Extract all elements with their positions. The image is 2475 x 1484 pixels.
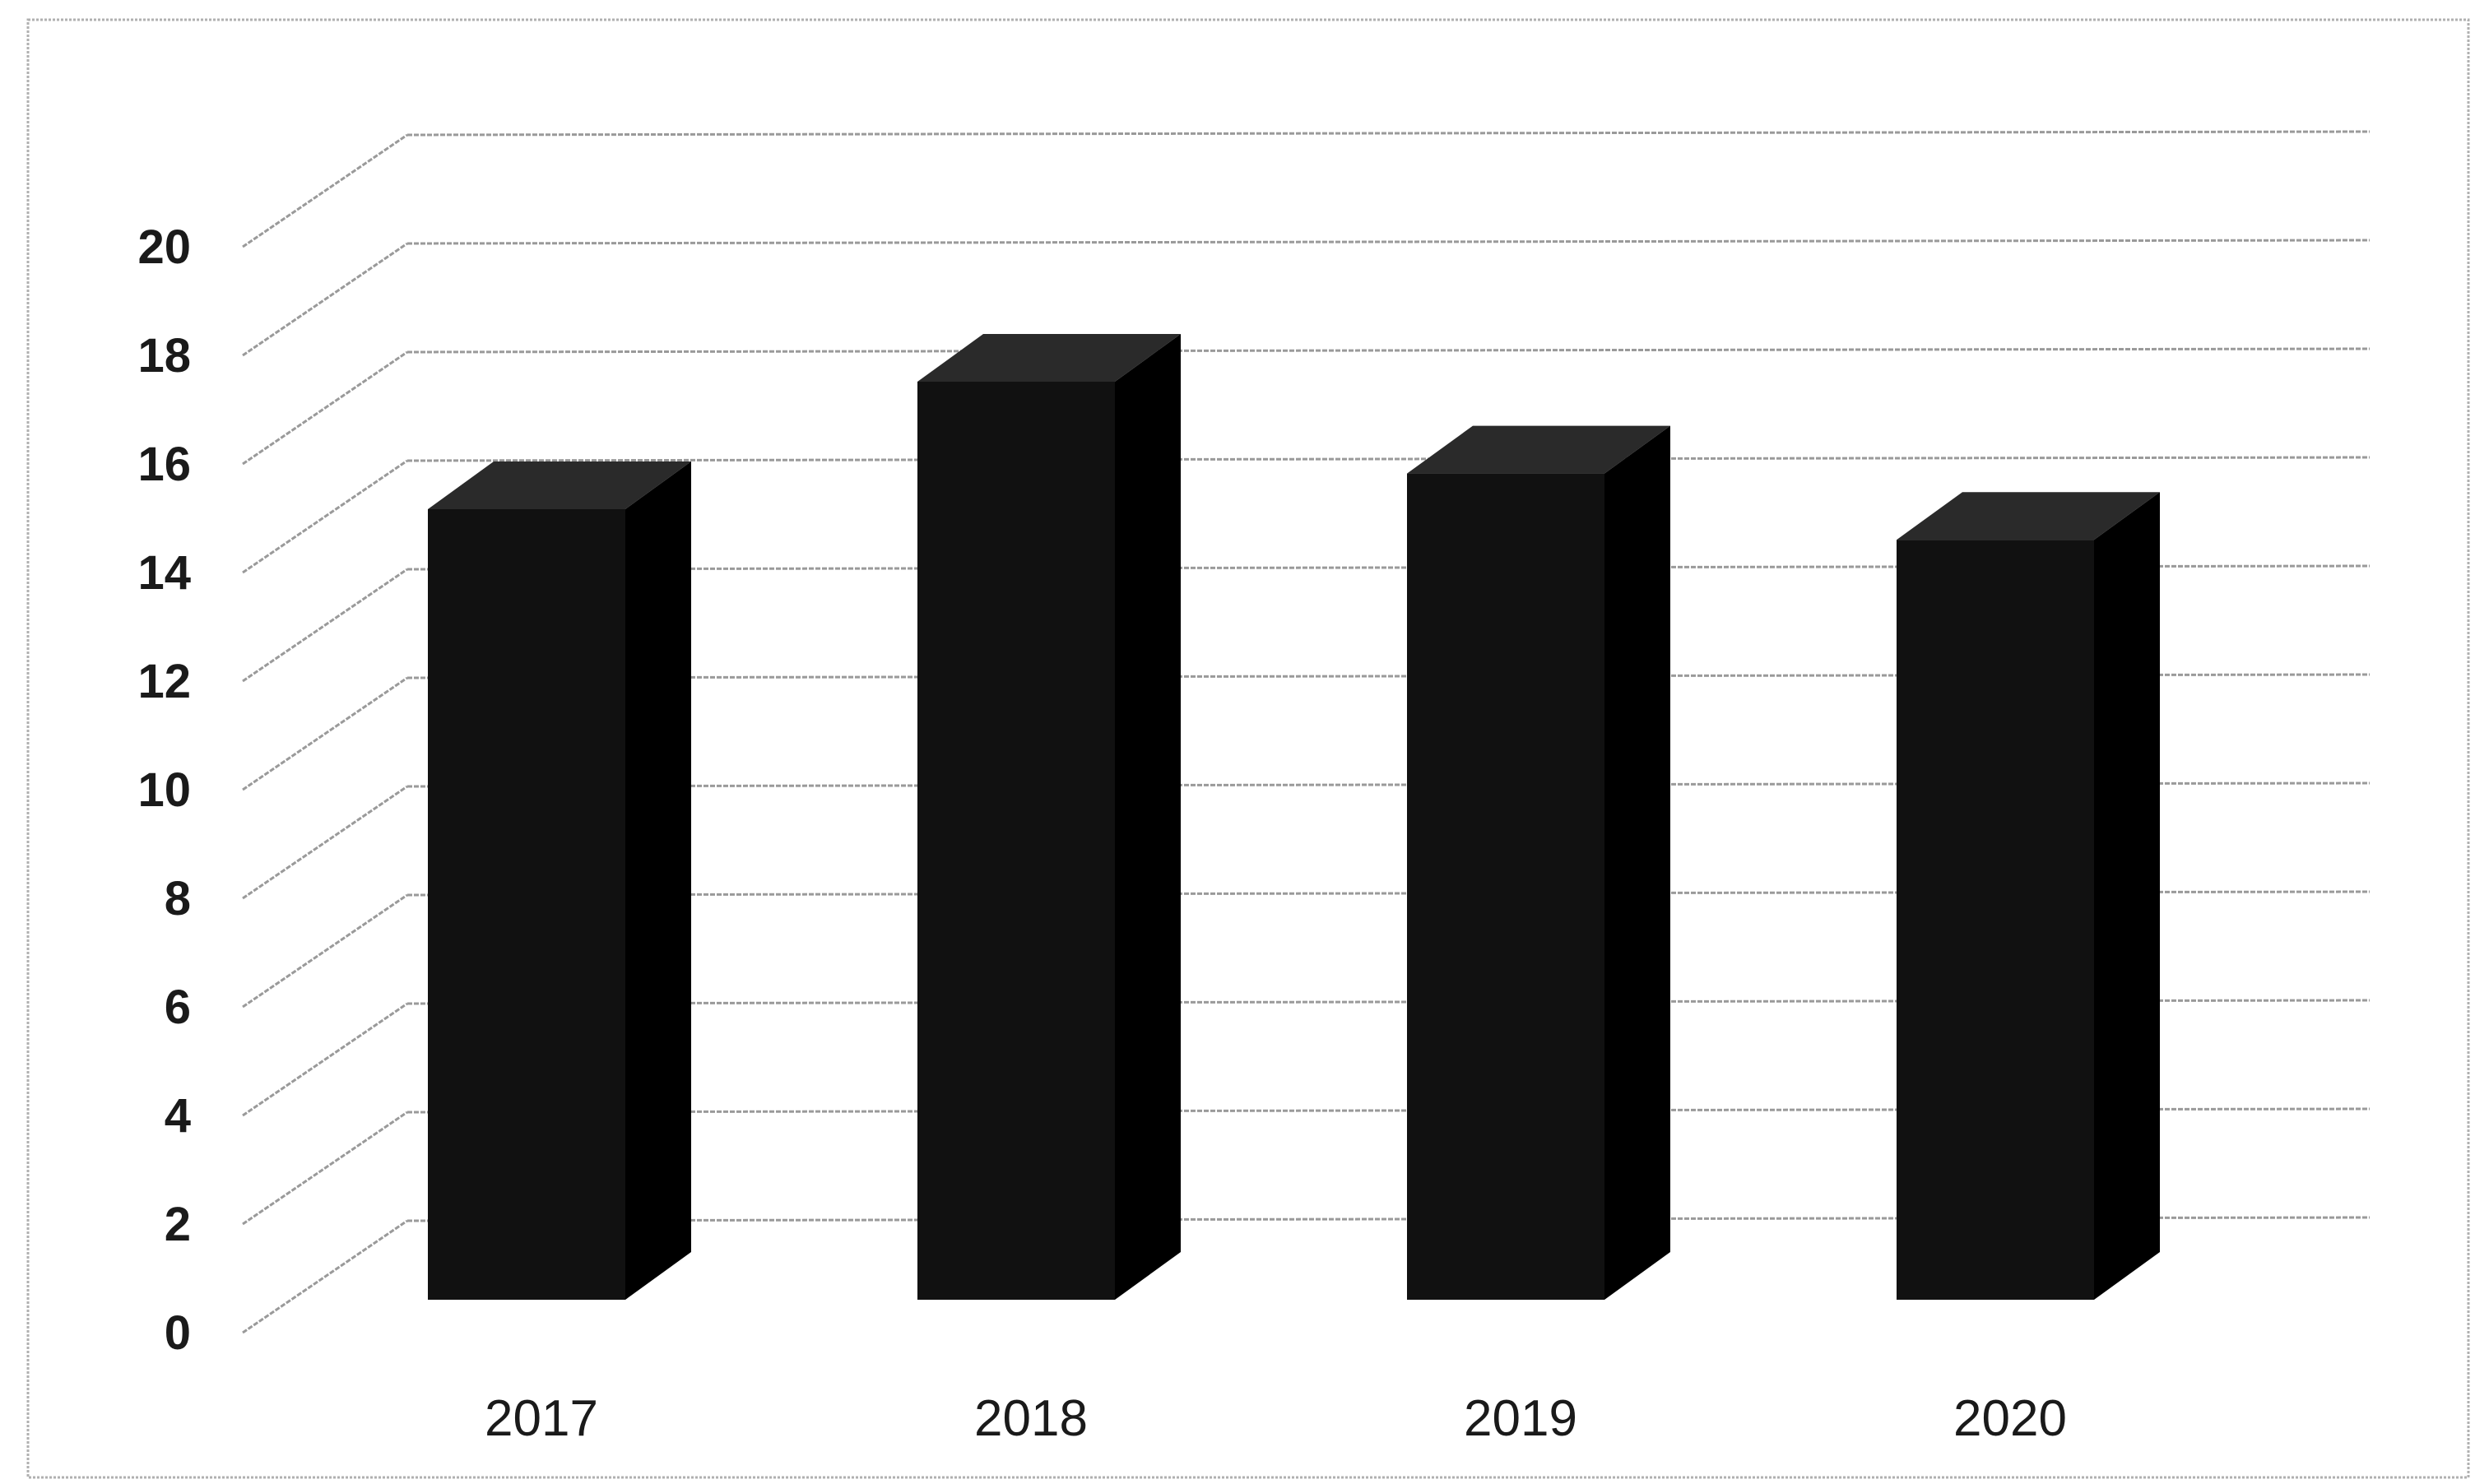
bar-side xyxy=(1115,334,1181,1300)
x-axis-ticks: 2017 2018 2019 2020 xyxy=(485,1390,2067,1447)
y-tick-label: 18 xyxy=(137,329,191,383)
bar-front xyxy=(1897,540,2094,1300)
y-tick-label: 16 xyxy=(137,438,191,491)
bar-side xyxy=(2094,492,2160,1300)
bar-2019 xyxy=(1407,425,1670,1300)
gridline-back xyxy=(406,456,2371,462)
gridline-side xyxy=(242,893,408,1009)
gridline-side xyxy=(242,242,408,357)
bar-top xyxy=(428,461,691,509)
x-tick-label: 2020 xyxy=(1953,1390,2067,1447)
y-tick-label: 8 xyxy=(165,872,191,925)
bar-layer xyxy=(428,334,2160,1300)
gridline-side xyxy=(242,1219,408,1334)
bar-side xyxy=(625,461,691,1300)
y-axis-ticks: 0 2 4 6 8 10 12 14 16 18 20 xyxy=(137,220,191,1360)
bar-2018 xyxy=(917,334,1181,1300)
gridline-back xyxy=(406,347,2371,354)
bar-top xyxy=(1897,492,2160,540)
y-tick-label: 14 xyxy=(137,546,191,600)
y-tick-label: 6 xyxy=(165,981,191,1034)
y-tick-label: 0 xyxy=(165,1306,191,1360)
gridline-side xyxy=(242,568,408,683)
bar-front xyxy=(1407,473,1604,1300)
bar-2017 xyxy=(428,461,691,1300)
gridline-back xyxy=(406,130,2371,137)
gridline-side xyxy=(242,676,408,791)
gridline-side xyxy=(242,1111,408,1226)
y-tick-label: 20 xyxy=(137,220,191,274)
y-tick-label: 2 xyxy=(165,1198,191,1251)
gridline-side xyxy=(242,133,408,248)
x-tick-label: 2019 xyxy=(1464,1390,1577,1447)
bar-top xyxy=(1407,425,1670,474)
bar-top xyxy=(917,334,1181,382)
y-tick-label: 10 xyxy=(137,763,191,817)
bar-side xyxy=(1604,425,1670,1300)
gridline-side xyxy=(242,785,408,900)
gridline-side xyxy=(242,459,408,574)
bar-2020 xyxy=(1897,492,2160,1300)
bar-front xyxy=(428,509,625,1300)
x-tick-label: 2017 xyxy=(485,1390,598,1447)
gridline-side xyxy=(242,350,408,466)
y-tick-label: 12 xyxy=(137,655,191,708)
y-tick-label: 4 xyxy=(165,1089,191,1143)
x-tick-label: 2018 xyxy=(974,1390,1088,1447)
bar-front xyxy=(917,382,1115,1300)
gridline-back xyxy=(406,239,2371,245)
gridline-side xyxy=(242,1002,408,1117)
